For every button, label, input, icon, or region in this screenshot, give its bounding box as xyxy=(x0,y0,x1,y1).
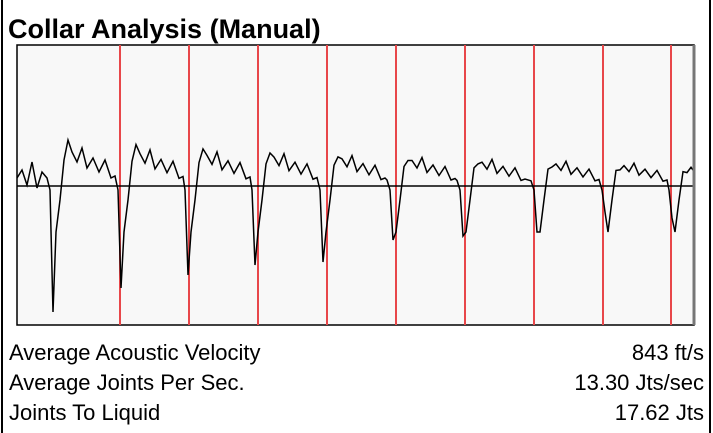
stat-label: Joints To Liquid xyxy=(9,400,160,425)
stat-value: 843 ft/s xyxy=(632,340,704,365)
panel-title: Collar Analysis (Manual) xyxy=(8,14,321,44)
waveform-plot xyxy=(16,44,695,326)
stat-value: 17.62 Jts xyxy=(615,400,704,425)
stat-value: 13.30 Jts/sec xyxy=(574,370,704,395)
stat-label: Average Joints Per Sec. xyxy=(9,370,245,395)
collar-markers xyxy=(119,45,672,325)
acoustic-waveform xyxy=(16,137,694,313)
stats-list: Average Acoustic Velocity 843 ft/s Average… xyxy=(9,340,704,425)
stat-label: Average Acoustic Velocity xyxy=(9,340,261,365)
